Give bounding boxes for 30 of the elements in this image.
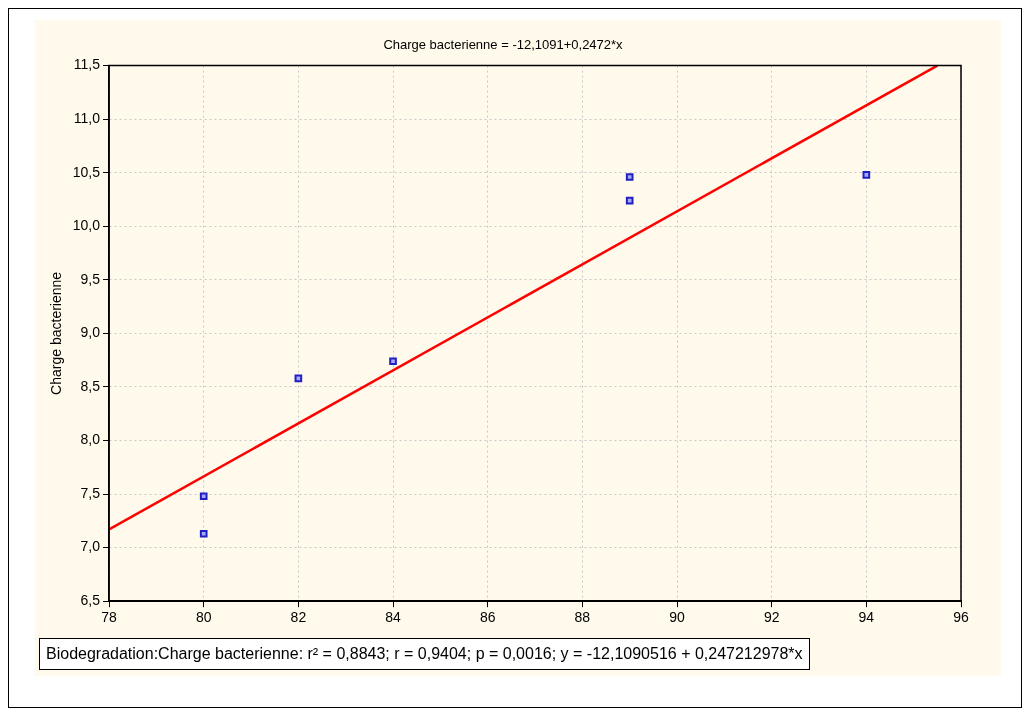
point [199, 492, 208, 501]
y-tick-label: 7,5 [80, 484, 101, 501]
y-tick-label: 10,0 [72, 217, 101, 234]
point [199, 529, 208, 538]
y-tick-label: 10,5 [72, 163, 101, 180]
y-tick-label: 6,5 [80, 592, 101, 609]
point [625, 196, 634, 205]
y-tick-label: 8,0 [80, 431, 101, 448]
text: Biodegradation:Charge bacterienne: r² = 0,8843; r = 0,9404; p = 0,0016; y = -12,1090516 + 0,247212978*x [39, 638, 810, 670]
y-tick-label: 9,5 [80, 270, 101, 287]
x-tick-label: 96 [953, 609, 969, 626]
chart-title: Charge bacterienne = -12,1091+0,2472*x [383, 37, 624, 53]
y-tick-label: 7,0 [80, 538, 101, 555]
x-tick-label: 88 [574, 609, 591, 626]
x-tick-label: 86 [479, 609, 496, 626]
y-tick-label: 11,0 [73, 110, 101, 127]
x-tick-label: 84 [385, 609, 402, 626]
y-tick-label: 8,5 [80, 377, 101, 394]
x-tick-label: 92 [763, 609, 780, 626]
x-tick-label: 90 [669, 609, 686, 626]
x-tick-label: 78 [101, 609, 118, 626]
point [862, 171, 871, 179]
y-tick-label: 11,5 [73, 56, 101, 73]
y-tick-label: 9,0 [80, 324, 101, 341]
y-axis-title: Charge bacterienne [48, 271, 65, 395]
point [389, 357, 397, 366]
x-tick-label: 82 [290, 609, 307, 626]
point [625, 173, 634, 181]
x-tick-label: 80 [195, 609, 212, 626]
x-tick-label: 94 [858, 609, 875, 626]
